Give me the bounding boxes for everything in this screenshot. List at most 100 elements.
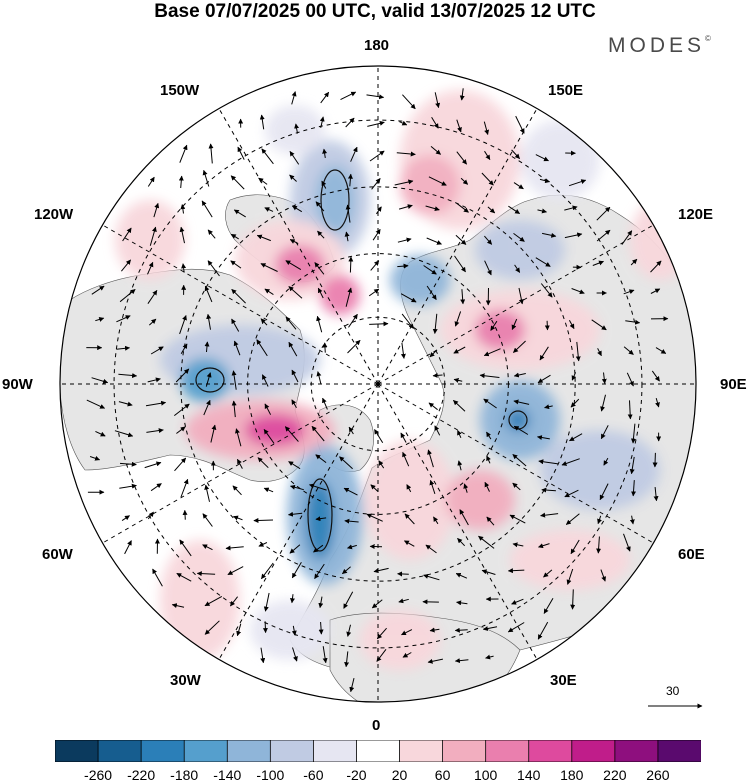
wind-vector xyxy=(400,432,407,443)
wind-vector xyxy=(478,535,495,549)
wind-vector xyxy=(180,204,186,214)
wind-vector xyxy=(453,400,466,412)
wind-vector xyxy=(144,461,162,469)
wind-vector xyxy=(430,146,441,155)
wind-vector xyxy=(623,346,634,355)
wind-vector xyxy=(431,116,439,129)
wind-vector xyxy=(368,288,380,297)
wind-vector xyxy=(427,449,434,468)
wind-vector xyxy=(571,288,585,295)
wind-vector xyxy=(596,229,611,242)
wind-vector xyxy=(454,658,469,664)
wind-vector xyxy=(289,239,299,245)
wind-vector xyxy=(150,483,162,492)
wind-vector xyxy=(233,340,241,356)
wind-vector xyxy=(423,573,440,581)
lon-label-120e: 120E xyxy=(678,206,714,223)
wind-vector xyxy=(402,652,412,658)
wind-vector xyxy=(230,175,245,190)
wind-vector xyxy=(288,511,303,517)
wind-vector xyxy=(400,342,406,359)
wind-vector xyxy=(204,341,210,353)
wind-vector xyxy=(179,144,188,163)
wind-vector xyxy=(121,259,131,272)
wind-vector xyxy=(508,205,521,215)
wind-vector xyxy=(147,289,158,304)
wind-vector xyxy=(182,509,188,520)
wind-vector xyxy=(571,372,577,381)
wind-vector xyxy=(181,263,187,273)
wind-vector xyxy=(342,566,351,575)
wind-vector xyxy=(460,177,469,185)
wind-vector xyxy=(204,484,210,502)
wind-vector xyxy=(317,230,325,239)
lon-label-60w: 60W xyxy=(42,546,73,563)
wind-vector xyxy=(403,540,415,547)
wind-vector xyxy=(260,263,278,272)
wind-vector xyxy=(539,178,551,184)
wind-vector xyxy=(263,592,270,612)
wind-vector xyxy=(236,623,242,637)
wind-vector xyxy=(538,459,559,465)
wind-vector xyxy=(173,403,190,416)
wind-vector xyxy=(349,677,355,693)
wind-vector xyxy=(202,544,213,551)
wind-vector xyxy=(147,176,155,187)
colorbar-tick-label: 260 xyxy=(646,767,670,783)
wind-vector xyxy=(652,452,658,468)
wind-vector xyxy=(570,589,576,610)
wind-vector xyxy=(514,264,521,273)
lon-label-120w: 120W xyxy=(34,206,74,223)
wind-vector xyxy=(322,342,328,353)
wind-vector xyxy=(486,455,491,464)
wind-vector xyxy=(453,377,463,383)
wind-vector xyxy=(291,399,297,408)
colorbar-tick-label: 220 xyxy=(603,767,627,783)
wind-vector xyxy=(453,346,466,354)
lon-label-60e: 60E xyxy=(678,546,705,563)
wind-vector xyxy=(429,479,436,495)
wind-vector xyxy=(513,232,525,242)
lon-label-30e: 30E xyxy=(550,672,577,689)
wind-vector xyxy=(153,202,160,218)
wind-vector xyxy=(544,404,553,410)
wind-vector xyxy=(378,460,385,469)
wind-vector xyxy=(318,621,324,635)
wind-vector xyxy=(201,200,213,218)
wind-vector xyxy=(294,123,300,134)
wind-vector xyxy=(591,319,607,331)
colorbar-swatch xyxy=(356,740,401,762)
wind-vector xyxy=(179,315,187,335)
wind-vector xyxy=(426,285,437,301)
wind-vector xyxy=(316,371,322,385)
wind-vector xyxy=(655,347,667,354)
wind-vector xyxy=(370,260,380,271)
wind-vector xyxy=(629,456,635,475)
wind-vector xyxy=(344,518,359,524)
wind-vector xyxy=(230,596,238,607)
wind-vector xyxy=(288,286,303,299)
wind-vector xyxy=(511,318,518,330)
wind-vector xyxy=(433,516,439,525)
wind-vector xyxy=(314,262,325,275)
wind-vector xyxy=(264,288,274,296)
wind-vector xyxy=(432,372,443,378)
wind-vector xyxy=(513,425,529,435)
wind-vector xyxy=(290,484,304,491)
wind-vector xyxy=(371,599,383,609)
wind-vector xyxy=(483,121,490,135)
wind-vector xyxy=(653,487,659,502)
wind-vector xyxy=(627,400,633,420)
wind-vector xyxy=(203,399,211,416)
wind-vector xyxy=(258,542,268,547)
wind-vector xyxy=(456,600,468,606)
wind-vector xyxy=(376,627,387,640)
wind-vector xyxy=(321,180,327,189)
wind-vector xyxy=(180,343,188,355)
wind-vector xyxy=(512,454,527,467)
wind-vector xyxy=(322,148,328,158)
wind-vector xyxy=(315,454,327,463)
wind-vector xyxy=(630,258,638,266)
wind-vector xyxy=(343,487,358,496)
wind-vector xyxy=(575,341,581,362)
